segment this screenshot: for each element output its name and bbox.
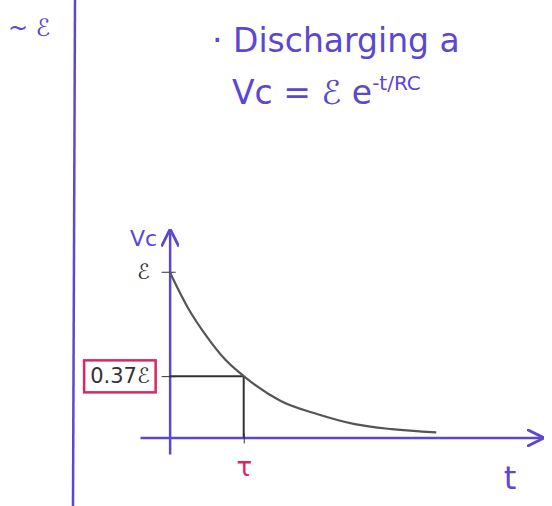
chart: · Discharging a Vc = ℰ e-t/RC ~ ℰ τ ℰ 0.37ℰ Vc… <box>0 0 552 506</box>
label-box <box>84 360 155 392</box>
equation-exponent: -t/RC <box>372 71 421 95</box>
y-tick-label: 0.37ℰ <box>90 364 149 388</box>
x-tick: τ <box>236 433 252 481</box>
curve <box>170 272 437 433</box>
x-tick-label: τ <box>236 452 252 482</box>
margin-line <box>73 0 75 506</box>
y-tick-label: ℰ <box>137 260 150 284</box>
title: · Discharging a <box>212 21 460 60</box>
x-axis-line <box>141 437 541 440</box>
plot-area <box>170 272 437 438</box>
equation-base: Vc = ℰ e <box>232 73 372 112</box>
equation: Vc = ℰ e-t/RC <box>232 71 421 112</box>
y-tick: 0.37ℰ <box>84 360 175 392</box>
x-axis: τ <box>141 433 541 481</box>
x-axis-title: t <box>504 459 517 497</box>
annotation: ~ ℰ <box>8 14 50 42</box>
guide-vertical <box>243 376 245 437</box>
y-axis-line <box>169 233 172 455</box>
y-axis-title: Vc <box>130 226 157 251</box>
guide-horizontal <box>170 375 244 377</box>
y-tick-mark <box>162 272 176 273</box>
y-axis: ℰ 0.37ℰ <box>84 233 175 455</box>
